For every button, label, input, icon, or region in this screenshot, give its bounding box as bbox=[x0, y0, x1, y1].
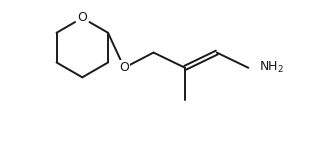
Text: NH$_2$: NH$_2$ bbox=[259, 60, 284, 75]
Text: O: O bbox=[77, 11, 87, 24]
Text: O: O bbox=[119, 61, 129, 74]
